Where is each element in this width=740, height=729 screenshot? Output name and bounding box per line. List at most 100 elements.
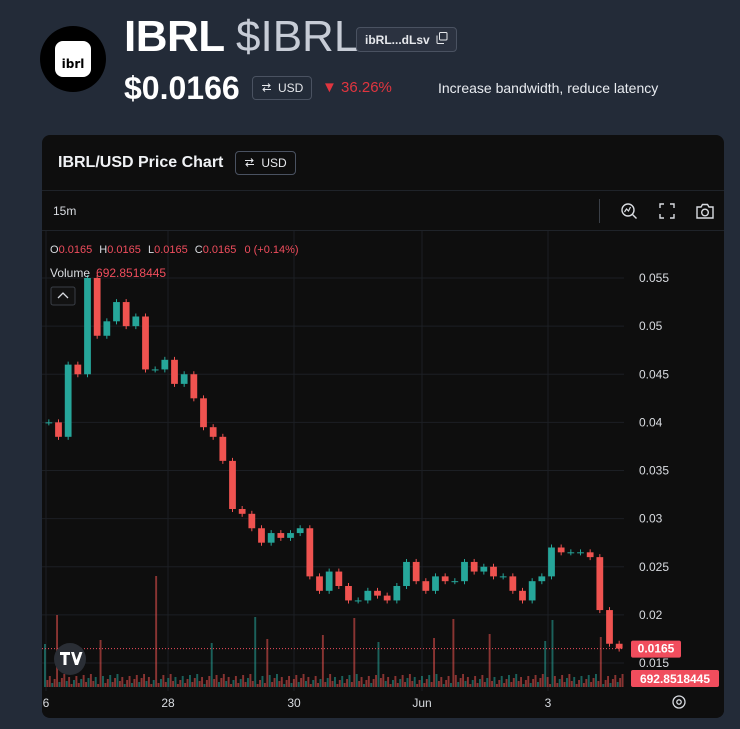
candle [267, 533, 275, 543]
volume-bar [334, 677, 336, 687]
volume-bar [435, 674, 438, 687]
volume-bar [462, 674, 465, 687]
volume-bar [152, 680, 155, 687]
volume-bar [437, 681, 440, 687]
volume-bar [283, 684, 286, 687]
volume-bar [491, 681, 494, 687]
volume-bar [363, 684, 365, 687]
volume-bar [193, 678, 196, 687]
volume-bar [466, 677, 469, 687]
volume-bar [297, 682, 300, 687]
candle [93, 278, 101, 336]
volume-bar [321, 635, 324, 687]
candle [538, 576, 546, 582]
volume-bar [46, 680, 49, 687]
volume-bar [367, 676, 370, 687]
volume-bar [517, 681, 520, 687]
volume-bar [319, 679, 322, 687]
volume-bar [302, 674, 305, 687]
chart-settings-icon[interactable] [672, 695, 686, 709]
volume-bar [338, 680, 341, 687]
volume-bar [520, 677, 523, 687]
volume-bar [534, 675, 537, 687]
candle [219, 436, 227, 461]
volume-bar [116, 674, 119, 687]
volume-bar [138, 682, 141, 687]
volume-bar [619, 678, 622, 687]
volume-bar [546, 677, 549, 687]
volume-bar [186, 679, 189, 687]
fullscreen-icon[interactable] [648, 191, 686, 231]
volume-bar [268, 675, 271, 687]
candle [161, 359, 169, 370]
volume-bar [370, 683, 373, 687]
candle [335, 571, 343, 586]
indicators-icon[interactable] [610, 191, 648, 231]
candle [84, 278, 91, 375]
volume-bar [459, 678, 462, 687]
volume-bar [568, 674, 571, 687]
volume-bar [348, 675, 351, 687]
volume-bar [341, 676, 344, 687]
timeframe-selector[interactable]: 15m [53, 203, 77, 218]
volume-bar [616, 682, 619, 687]
volume-bar [244, 682, 247, 687]
volume-bar [469, 684, 472, 687]
volume-bar [471, 680, 474, 687]
volume-bar [595, 674, 597, 687]
volume-bar [292, 679, 295, 687]
chart-canvas[interactable]: 0.055 0.05 0.045 0.04 0.035 0.03 0.025 0.02 0.01… [42, 231, 724, 717]
volume-bar [406, 678, 409, 687]
volume-bar [215, 675, 218, 687]
currency-label: USD [278, 81, 304, 95]
volume-bar [273, 678, 276, 687]
volume-bar [307, 677, 310, 687]
volume-bar [164, 682, 167, 687]
volume-bar [48, 676, 51, 687]
volume-bar [558, 679, 561, 687]
volume-bar [512, 678, 515, 687]
candle [577, 552, 584, 554]
chart-currency-button[interactable]: USD [235, 150, 296, 175]
candle [403, 561, 410, 586]
volume-bar [394, 676, 397, 687]
candle [412, 561, 420, 582]
volume-bar [377, 642, 380, 687]
volume-bar [145, 681, 148, 687]
candle [528, 581, 536, 601]
volume-bar [169, 674, 172, 687]
y-tick-label: 0.03 [639, 512, 663, 526]
volume-bar [404, 682, 407, 687]
volume-bar [80, 679, 83, 687]
volume-bar [445, 680, 448, 687]
volume-bar [111, 682, 114, 687]
volume-bar [479, 679, 481, 687]
volume-bar [121, 677, 124, 687]
candle [490, 566, 497, 577]
volume-bar [230, 684, 233, 687]
volume-bar [413, 677, 416, 687]
volume-bar [131, 683, 133, 687]
chart-header: IBRL/USD Price Chart USD [42, 135, 724, 191]
volume-bar [290, 683, 293, 687]
collapse-legend-button[interactable] [50, 286, 76, 306]
volume-bar [329, 674, 332, 687]
volume-bar [73, 680, 75, 687]
volume-bar [70, 684, 73, 687]
candle [354, 600, 362, 602]
volume-bar [551, 620, 554, 687]
currency-toggle-button[interactable]: USD [252, 76, 313, 100]
candle [287, 533, 294, 538]
camera-icon[interactable] [686, 191, 724, 231]
candle [248, 513, 256, 529]
y-tick-label: 0.04 [639, 415, 663, 429]
svg-text:692.8518445: 692.8518445 [640, 672, 710, 686]
candle [432, 576, 439, 591]
volume-bar [109, 675, 112, 687]
tradingview-logo[interactable] [54, 643, 86, 675]
candle [364, 590, 372, 601]
copy-address-button[interactable]: ibRL...dLsv [356, 27, 457, 52]
volume-bar [75, 676, 78, 687]
volume-bar [232, 680, 235, 687]
candle [383, 595, 391, 601]
